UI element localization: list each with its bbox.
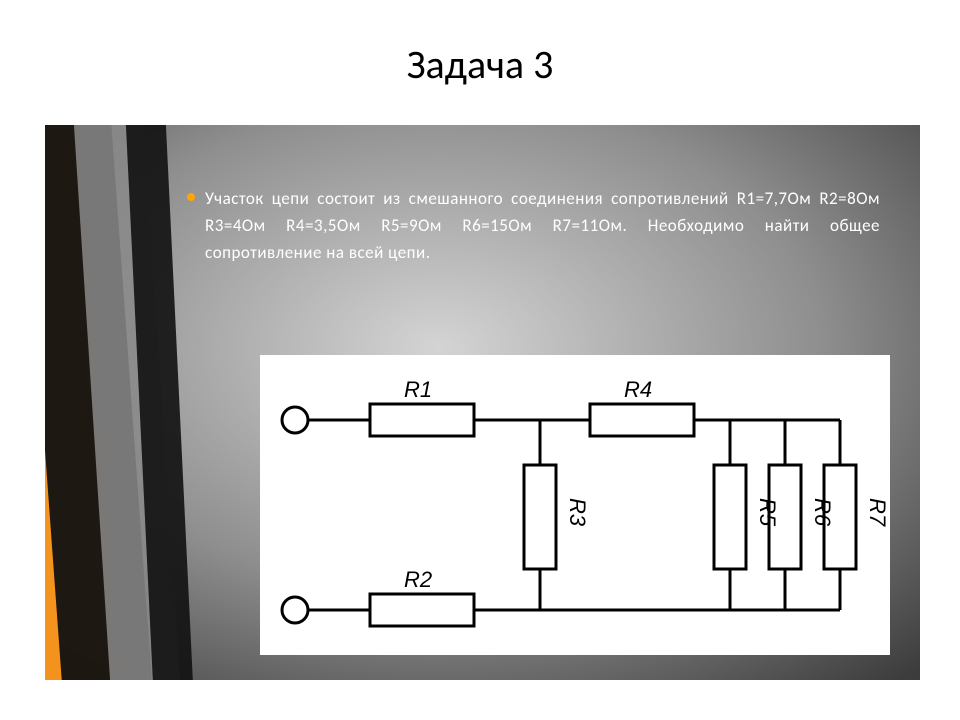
label-r2: R2 — [404, 567, 432, 592]
label-r3: R3 — [565, 498, 590, 527]
circuit-diagram: R1 R4 R2 R3 R5 R6 R7 — [260, 355, 890, 655]
content-panel: Участок цепи состоит из смешанного соеди… — [45, 125, 920, 680]
bullet-icon — [187, 193, 195, 201]
label-r5: R5 — [755, 498, 780, 527]
label-r4: R4 — [624, 377, 652, 402]
page-title: Задача 3 — [0, 0, 960, 114]
label-r6: R6 — [810, 498, 835, 527]
problem-statement: Участок цепи состоит из смешанного соеди… — [205, 185, 880, 267]
label-r7: R7 — [865, 498, 890, 527]
label-r1: R1 — [404, 377, 432, 402]
page-root: Задача 3 — [0, 0, 960, 720]
